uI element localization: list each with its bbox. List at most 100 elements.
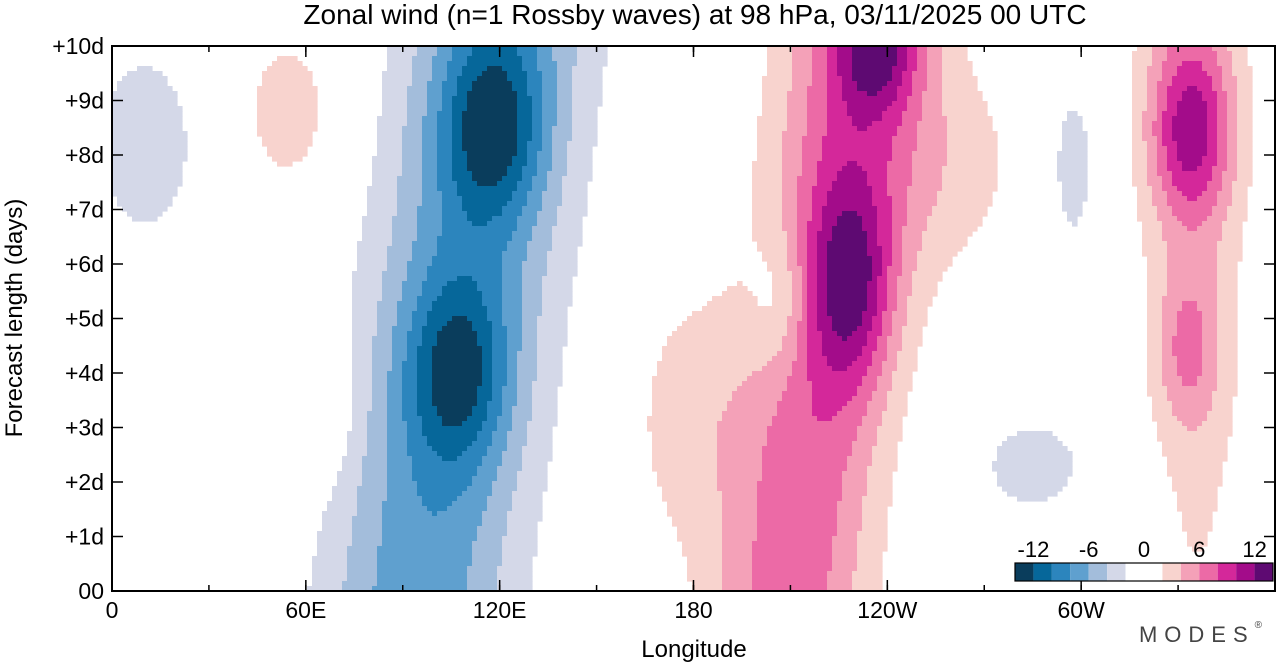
heat-cell	[527, 256, 548, 262]
heat-cell	[1062, 131, 1088, 137]
heat-cell	[1237, 111, 1253, 117]
heat-cell	[1152, 131, 1163, 137]
heat-cell	[802, 276, 808, 282]
heat-cell	[477, 336, 493, 342]
heat-cell	[542, 116, 558, 122]
heat-cell	[527, 251, 548, 257]
heat-cell	[757, 116, 788, 122]
heat-cell	[1212, 76, 1223, 82]
heat-cell	[482, 461, 503, 467]
heat-cell	[1232, 61, 1248, 67]
heat-cell	[732, 391, 783, 397]
heat-cell	[402, 136, 423, 142]
heat-cell	[412, 66, 433, 72]
heat-cell	[352, 541, 383, 547]
heat-cell	[942, 46, 968, 52]
heat-cell	[272, 156, 303, 162]
heat-cell	[522, 311, 543, 317]
heat-cell	[762, 461, 848, 467]
heat-cell	[807, 286, 818, 292]
heat-cell	[807, 111, 828, 117]
heat-cell	[677, 536, 723, 542]
heat-cell	[377, 576, 468, 582]
heat-cell	[427, 321, 448, 327]
heat-cell	[472, 476, 498, 482]
heat-cell	[372, 181, 398, 187]
heat-cell	[1162, 311, 1178, 317]
heat-cell	[492, 366, 508, 372]
heat-cell	[692, 311, 793, 317]
heat-cell	[782, 396, 813, 402]
heat-cell	[407, 96, 428, 102]
heat-cell	[357, 241, 393, 247]
heat-cell	[1187, 226, 1198, 232]
heat-cell	[422, 431, 478, 437]
heat-cell	[862, 216, 878, 222]
heat-cell	[1217, 201, 1233, 207]
heat-cell	[1237, 161, 1253, 167]
heat-cell	[717, 481, 758, 487]
heat-cell	[357, 266, 388, 272]
heat-cell	[1227, 126, 1238, 132]
heat-cell	[787, 236, 798, 242]
heat-cell	[892, 226, 903, 232]
heat-cell	[1227, 91, 1238, 97]
heat-cell	[1137, 191, 1153, 197]
heat-cell	[827, 276, 873, 282]
heat-cell	[807, 361, 828, 367]
heat-cell	[997, 481, 1068, 487]
heat-cell	[897, 86, 913, 92]
heat-cell	[937, 191, 993, 197]
heat-cell	[907, 96, 923, 102]
heat-cell	[1147, 171, 1158, 177]
heat-cell	[522, 61, 538, 67]
x-tick-label: 180	[674, 597, 712, 623]
heat-cell	[372, 156, 403, 162]
heat-cell	[487, 411, 503, 417]
heat-cell	[387, 56, 413, 62]
heat-cell	[1187, 541, 1208, 547]
heat-cell	[1237, 86, 1253, 92]
heat-cell	[1152, 401, 1173, 407]
heat-cell	[927, 71, 943, 77]
colorbar-swatch	[1033, 563, 1052, 581]
heat-cell	[807, 366, 833, 372]
heat-cell	[467, 566, 498, 572]
heat-cell	[1132, 111, 1143, 117]
heat-cell	[1177, 366, 1203, 372]
heat-cell	[377, 581, 468, 587]
heat-cell	[1132, 151, 1148, 157]
heat-cell	[1152, 126, 1163, 132]
heat-cell	[762, 86, 793, 92]
heat-cell	[517, 221, 538, 227]
heat-cell	[1142, 231, 1163, 237]
heat-cell	[502, 311, 523, 317]
heat-cell	[797, 261, 808, 267]
heat-cell	[857, 536, 888, 542]
heat-cell	[432, 446, 468, 452]
heat-cell	[797, 241, 808, 247]
heat-cell	[532, 226, 553, 232]
heat-cell	[522, 331, 538, 337]
heat-cell	[502, 461, 523, 467]
heat-cell	[787, 101, 808, 107]
heat-cell	[462, 71, 483, 77]
heat-cell	[347, 451, 368, 457]
heat-cell	[667, 511, 723, 517]
heat-cell	[1217, 316, 1238, 322]
heat-cell	[457, 496, 488, 502]
heat-cell	[1167, 56, 1218, 62]
heat-cell	[862, 316, 873, 322]
heat-cell	[312, 556, 348, 562]
heat-cell	[1147, 326, 1163, 332]
heat-cell	[472, 81, 513, 87]
heat-cell	[552, 126, 573, 132]
heat-cell	[902, 241, 923, 247]
heat-cell	[512, 196, 528, 202]
heat-cell	[867, 331, 883, 337]
heat-cell	[787, 96, 808, 102]
heat-cell	[722, 411, 778, 417]
heat-cell	[1177, 216, 1208, 222]
heat-cell	[1007, 436, 1058, 442]
heat-cell	[537, 216, 558, 222]
